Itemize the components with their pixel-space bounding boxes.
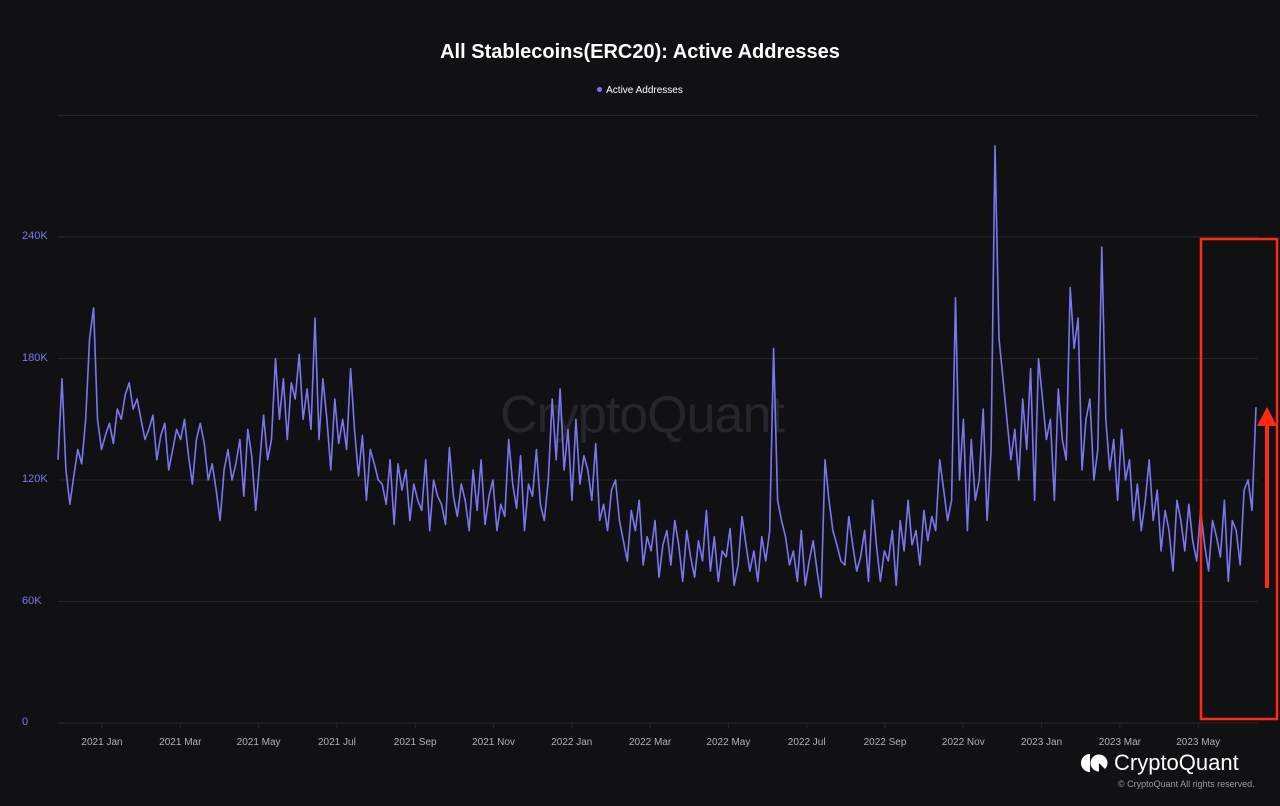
y-tick-label: 120K [22, 473, 48, 485]
y-tick-label: 240K [22, 230, 48, 242]
y-tick-label: 0 [22, 716, 29, 728]
x-axis-ticks [101, 723, 1199, 728]
x-tick-label: 2021 Sep [393, 737, 437, 748]
chart-title: All Stablecoins(ERC20): Active Addresses [440, 41, 840, 63]
x-tick-label: 2021 Nov [472, 737, 515, 748]
copyright: © CryptoQuant All rights reserved. [1118, 779, 1255, 789]
y-tick-label: 180K [22, 351, 48, 364]
legend-swatch-icon [597, 86, 603, 92]
legend-label: Active Addresses [606, 85, 683, 96]
watermark: CryptoQuant [500, 386, 785, 444]
highlight-box [1199, 237, 1279, 721]
x-tick-label: 2022 Nov [941, 737, 985, 748]
x-tick-label: 2023 May [1176, 737, 1221, 748]
x-tick-label: 2021 Jul [317, 737, 356, 748]
x-tick-label: 2022 May [706, 737, 751, 748]
cryptoquant-logo: CryptoQuant [1081, 750, 1239, 776]
active-addresses-line[interactable] [57, 145, 1257, 599]
x-tick-label: 2023 Jan [1021, 737, 1063, 748]
x-tick-label: 2022 Jul [787, 737, 826, 748]
x-tick-label: 2021 May [236, 737, 281, 748]
x-tick-label: 2022 Mar [628, 737, 672, 748]
x-tick-label: 2021 Mar [159, 737, 202, 748]
cryptoquant-logo-icon [1081, 753, 1108, 773]
x-tick-label: 2022 Sep [863, 737, 907, 748]
gridlines [58, 115, 1258, 724]
legend[interactable]: Active Addresses [0, 85, 1280, 96]
x-tick-label: 2023 Mar [1098, 737, 1142, 748]
x-tick-label: 2022 Jan [551, 737, 593, 748]
y-tick-label: 60K [22, 594, 42, 607]
up-arrow-icon [1257, 407, 1277, 588]
x-tick-label: 2021 Jan [81, 737, 123, 748]
brand-name: CryptoQuant [1114, 750, 1239, 775]
